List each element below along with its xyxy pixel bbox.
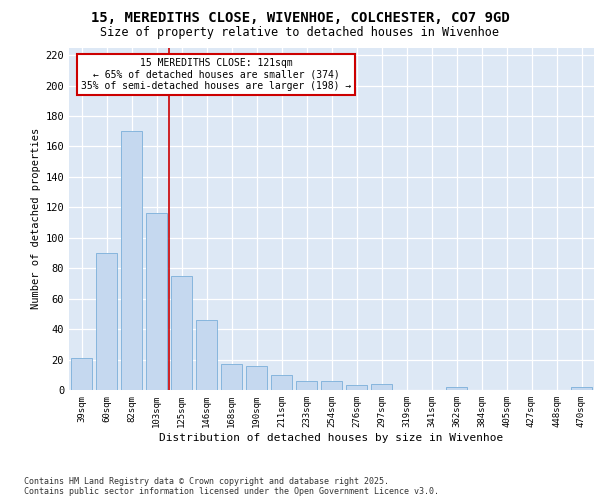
Bar bbox=[446, 387, 467, 390]
Bar bbox=[221, 364, 242, 390]
Bar bbox=[271, 375, 292, 390]
Text: 15 MEREDITHS CLOSE: 121sqm
← 65% of detached houses are smaller (374)
35% of sem: 15 MEREDITHS CLOSE: 121sqm ← 65% of deta… bbox=[81, 58, 351, 91]
Y-axis label: Number of detached properties: Number of detached properties bbox=[31, 128, 41, 310]
X-axis label: Distribution of detached houses by size in Wivenhoe: Distribution of detached houses by size … bbox=[160, 432, 503, 442]
Bar bbox=[571, 387, 592, 390]
Text: Contains HM Land Registry data © Crown copyright and database right 2025.
Contai: Contains HM Land Registry data © Crown c… bbox=[24, 476, 439, 496]
Text: 15, MEREDITHS CLOSE, WIVENHOE, COLCHESTER, CO7 9GD: 15, MEREDITHS CLOSE, WIVENHOE, COLCHESTE… bbox=[91, 11, 509, 25]
Bar bbox=[171, 276, 192, 390]
Bar bbox=[346, 386, 367, 390]
Bar bbox=[146, 214, 167, 390]
Bar bbox=[296, 381, 317, 390]
Bar bbox=[371, 384, 392, 390]
Bar bbox=[196, 320, 217, 390]
Bar bbox=[71, 358, 92, 390]
Bar bbox=[321, 381, 342, 390]
Bar bbox=[121, 131, 142, 390]
Bar bbox=[96, 253, 117, 390]
Bar bbox=[246, 366, 267, 390]
Text: Size of property relative to detached houses in Wivenhoe: Size of property relative to detached ho… bbox=[101, 26, 499, 39]
